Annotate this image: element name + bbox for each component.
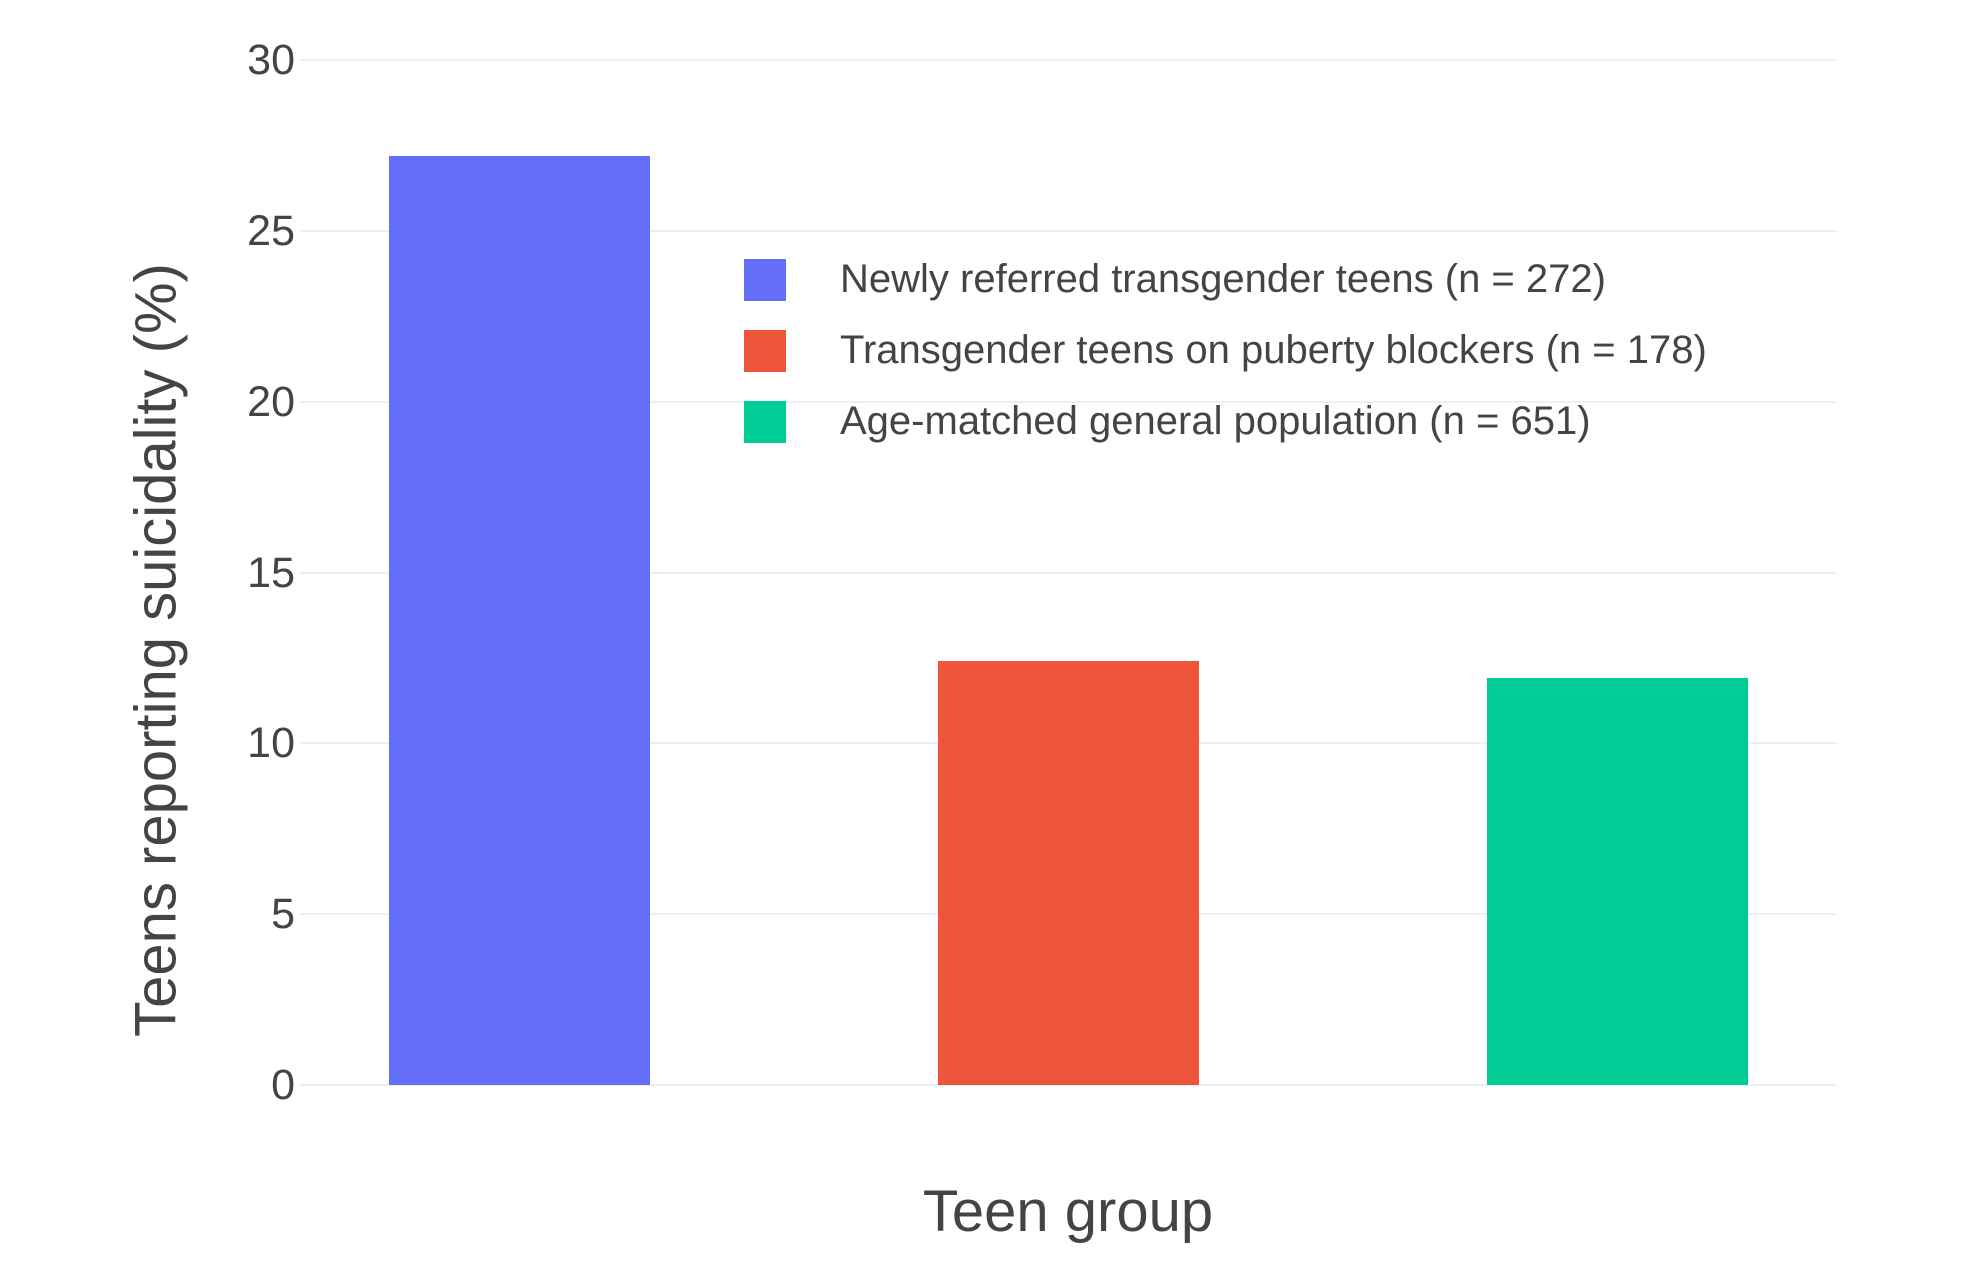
- bar-newly-referred-transgender-teens[interactable]: [388, 155, 650, 1085]
- legend-label: Age-matched general population (n = 651): [840, 399, 1591, 443]
- legend-item-transgender-teens-on-puberty-blockers[interactable]: Transgender teens on puberty blockers (n…: [744, 315, 1707, 386]
- gridline-y-25: [300, 229, 1837, 232]
- legend-swatch-newly-referred-transgender-teens: [744, 258, 786, 301]
- gridline-y-20: [300, 400, 1837, 403]
- gridline-y-0: [300, 1084, 1837, 1086]
- bar-transgender-teens-on-puberty-blockers[interactable]: [937, 661, 1199, 1085]
- y-tick-label-10: 10: [247, 719, 295, 768]
- gridline-y-30: [300, 59, 1837, 61]
- gridline-y-15: [300, 571, 1837, 574]
- y-tick-label-30: 30: [247, 36, 295, 84]
- legend-swatch-transgender-teens-on-puberty-blockers: [744, 329, 786, 372]
- legend-label: Newly referred transgender teens (n = 27…: [840, 257, 1606, 301]
- legend-item-age-matched-general-population[interactable]: Age-matched general population (n = 651): [744, 386, 1707, 457]
- y-tick-label-15: 15: [247, 548, 295, 597]
- legend-item-newly-referred-transgender-teens[interactable]: Newly referred transgender teens (n = 27…: [744, 244, 1707, 315]
- legend: Newly referred transgender teens (n = 27…: [744, 244, 1707, 457]
- legend-swatch-age-matched-general-population: [744, 400, 786, 443]
- x-axis-title: Teen group: [922, 1179, 1214, 1244]
- legend-label: Transgender teens on puberty blockers (n…: [840, 328, 1707, 372]
- y-tick-label-0: 0: [271, 1061, 295, 1109]
- bar-age-matched-general-population[interactable]: [1486, 678, 1748, 1085]
- y-tick-label-5: 5: [271, 890, 295, 939]
- y-tick-label-25: 25: [247, 206, 295, 255]
- y-tick-label-20: 20: [247, 377, 295, 426]
- y-axis-title: Teens reporting suicidality (%): [123, 263, 189, 1037]
